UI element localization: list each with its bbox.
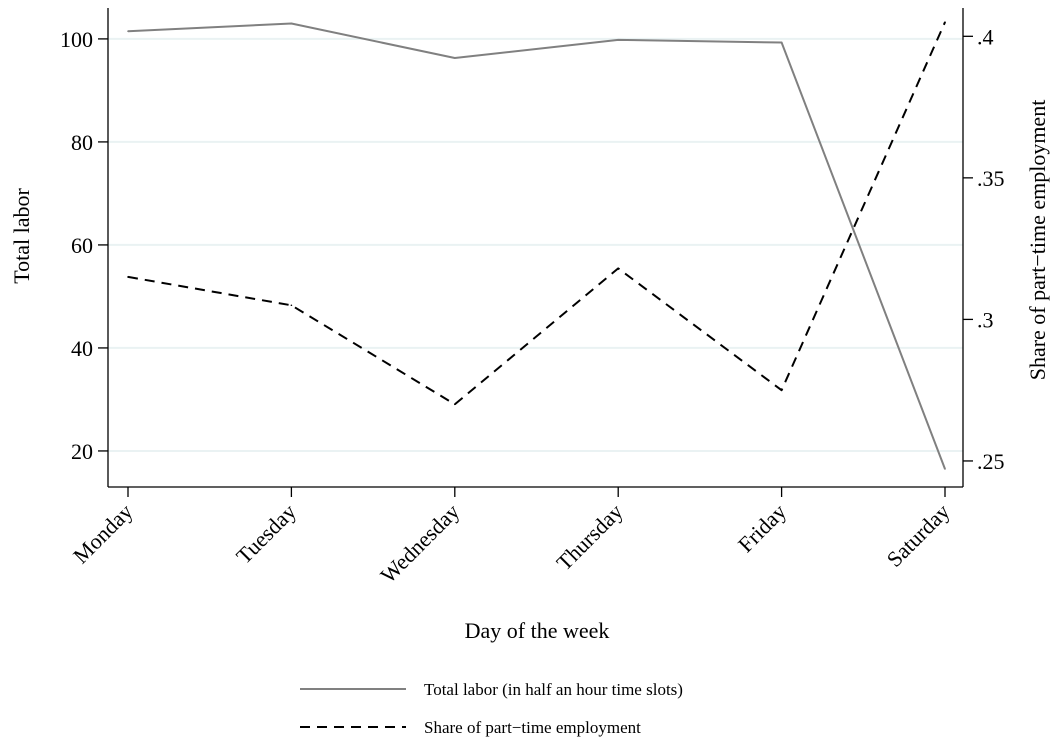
left-y-tick-label: 100: [60, 27, 93, 52]
legend-label-total-labor: Total labor (in half an hour time slots): [424, 680, 683, 699]
series-layer: [127, 21, 946, 470]
right-y-axis-title: Share of part−time employment: [1025, 100, 1050, 381]
data-point: [127, 276, 129, 278]
gridlines: [108, 37, 963, 452]
data-point: [617, 39, 619, 41]
left-y-tick-label: 60: [71, 233, 93, 258]
right-y-tick-label: .3: [977, 307, 994, 332]
right-y-tick-label: .25: [977, 449, 1005, 474]
data-point: [454, 403, 456, 406]
data-point: [944, 21, 946, 23]
right-y-tick-label: .35: [977, 166, 1005, 191]
left-y-axis-title: Total labor: [9, 188, 34, 284]
left-y-tick-label: 80: [71, 130, 93, 155]
series-line-total-labor: [127, 22, 946, 470]
data-point: [127, 30, 129, 32]
data-point: [780, 41, 783, 44]
data-point: [290, 22, 293, 25]
right-y-tick-label: .4: [977, 24, 994, 49]
data-point: [944, 468, 946, 470]
axes: [107, 8, 964, 488]
legend-label-part-time-share: Share of part−time employment: [424, 718, 641, 737]
left-y-tick-label: 20: [71, 439, 93, 464]
data-point: [454, 57, 456, 59]
legend: Total labor (in half an hour time slots)…: [300, 680, 683, 737]
left-y-tick-label: 40: [71, 336, 93, 361]
data-point: [290, 304, 293, 307]
series-line-part-time-share: [127, 21, 946, 406]
data-point: [780, 389, 783, 391]
x-axis-title: Day of the week: [465, 618, 610, 643]
data-point: [617, 267, 619, 270]
